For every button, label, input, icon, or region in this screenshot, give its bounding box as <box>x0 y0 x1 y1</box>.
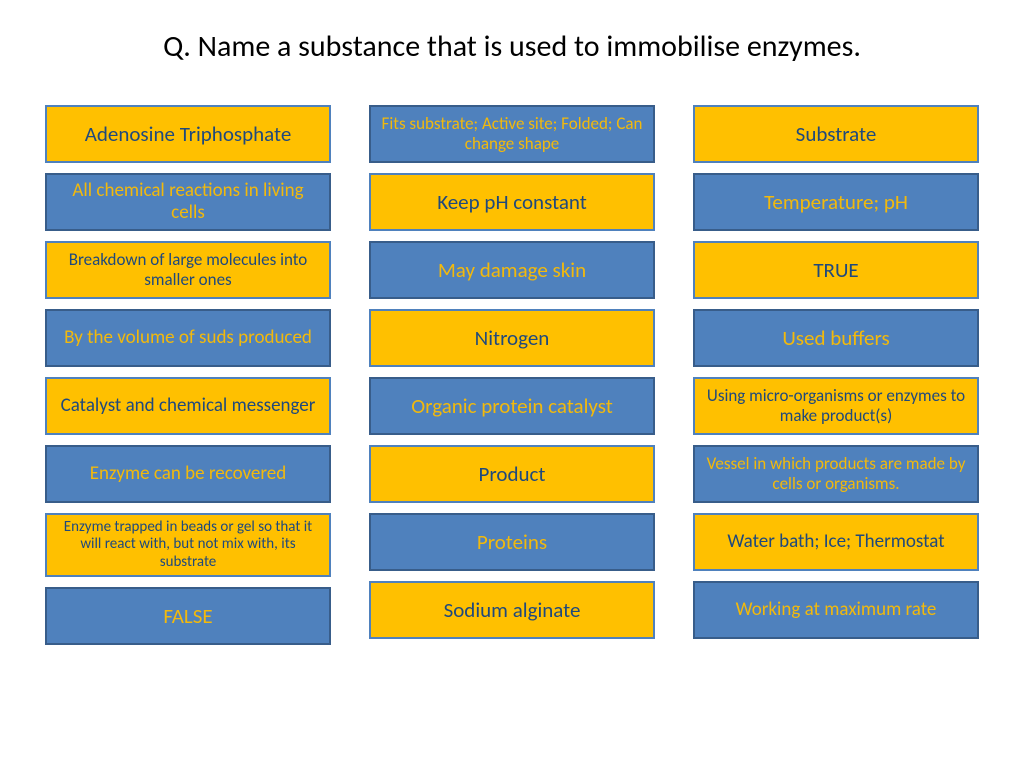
answer-card-label: Used buffers <box>782 326 889 350</box>
answer-card-label: Fits substrate; Active site; Folded; Can… <box>381 114 643 153</box>
answer-card-label: Keep pH constant <box>437 190 587 214</box>
answer-card[interactable]: Nitrogen <box>369 309 655 367</box>
answer-card[interactable]: Enzyme can be recovered <box>45 445 331 503</box>
answer-card[interactable]: Vessel in which products are made by cel… <box>693 445 979 503</box>
answer-card-label: Sodium alginate <box>444 598 581 622</box>
answer-card-label: Enzyme trapped in beads or gel so that i… <box>57 519 319 571</box>
answer-card-label: TRUE <box>813 258 858 282</box>
answer-card[interactable]: Working at maximum rate <box>693 581 979 639</box>
answer-card[interactable]: Sodium alginate <box>369 581 655 639</box>
answer-card[interactable]: Water bath; Ice; Thermostat <box>693 513 979 571</box>
answer-card-label: By the volume of suds produced <box>64 327 312 349</box>
answer-card[interactable]: By the volume of suds produced <box>45 309 331 367</box>
answer-card-label: Enzyme can be recovered <box>90 463 286 485</box>
answer-card[interactable]: Fits substrate; Active site; Folded; Can… <box>369 105 655 163</box>
question-title: Q. Name a substance that is used to immo… <box>0 0 1024 83</box>
column-2: Substrate Temperature; pH TRUE Used buffers… <box>693 105 979 645</box>
answer-card[interactable]: All chemical reactions in living cells <box>45 173 331 231</box>
answer-card-label: Adenosine Triphosphate <box>85 122 292 146</box>
answer-card-label: Using micro-organisms or enzymes to make… <box>705 386 967 425</box>
column-1: Fits substrate; Active site; Folded; Can… <box>369 105 655 645</box>
answer-card[interactable]: Temperature; pH <box>693 173 979 231</box>
answer-grid: Adenosine Triphosphate All chemical react… <box>0 83 1024 645</box>
answer-card[interactable]: Product <box>369 445 655 503</box>
answer-card-label: Vessel in which products are made by cel… <box>705 454 967 493</box>
answer-card[interactable]: Adenosine Triphosphate <box>45 105 331 163</box>
column-0: Adenosine Triphosphate All chemical react… <box>45 105 331 645</box>
answer-card-label: Organic protein catalyst <box>411 394 612 418</box>
answer-card-label: May damage skin <box>438 258 586 282</box>
answer-card[interactable]: May damage skin <box>369 241 655 299</box>
answer-card-label: All chemical reactions in living cells <box>57 180 319 224</box>
answer-card[interactable]: Proteins <box>369 513 655 571</box>
answer-card[interactable]: Used buffers <box>693 309 979 367</box>
answer-card-label: Water bath; Ice; Thermostat <box>727 531 944 553</box>
answer-card[interactable]: Organic protein catalyst <box>369 377 655 435</box>
answer-card[interactable]: TRUE <box>693 241 979 299</box>
answer-card[interactable]: FALSE <box>45 587 331 645</box>
answer-card[interactable]: Using micro-organisms or enzymes to make… <box>693 377 979 435</box>
answer-card-label: FALSE <box>163 604 212 628</box>
answer-card-label: Working at maximum rate <box>736 599 937 621</box>
answer-card[interactable]: Breakdown of large molecules into smalle… <box>45 241 331 299</box>
answer-card-label: Substrate <box>796 122 877 146</box>
answer-card[interactable]: Enzyme trapped in beads or gel so that i… <box>45 513 331 577</box>
answer-card-label: Nitrogen <box>475 326 550 350</box>
answer-card-label: Temperature; pH <box>764 190 908 214</box>
answer-card-label: Breakdown of large molecules into smalle… <box>57 250 319 289</box>
answer-card[interactable]: Catalyst and chemical messenger <box>45 377 331 435</box>
answer-card-label: Catalyst and chemical messenger <box>61 395 316 417</box>
answer-card[interactable]: Keep pH constant <box>369 173 655 231</box>
answer-card[interactable]: Substrate <box>693 105 979 163</box>
answer-card-label: Proteins <box>477 530 547 554</box>
answer-card-label: Product <box>479 462 546 486</box>
